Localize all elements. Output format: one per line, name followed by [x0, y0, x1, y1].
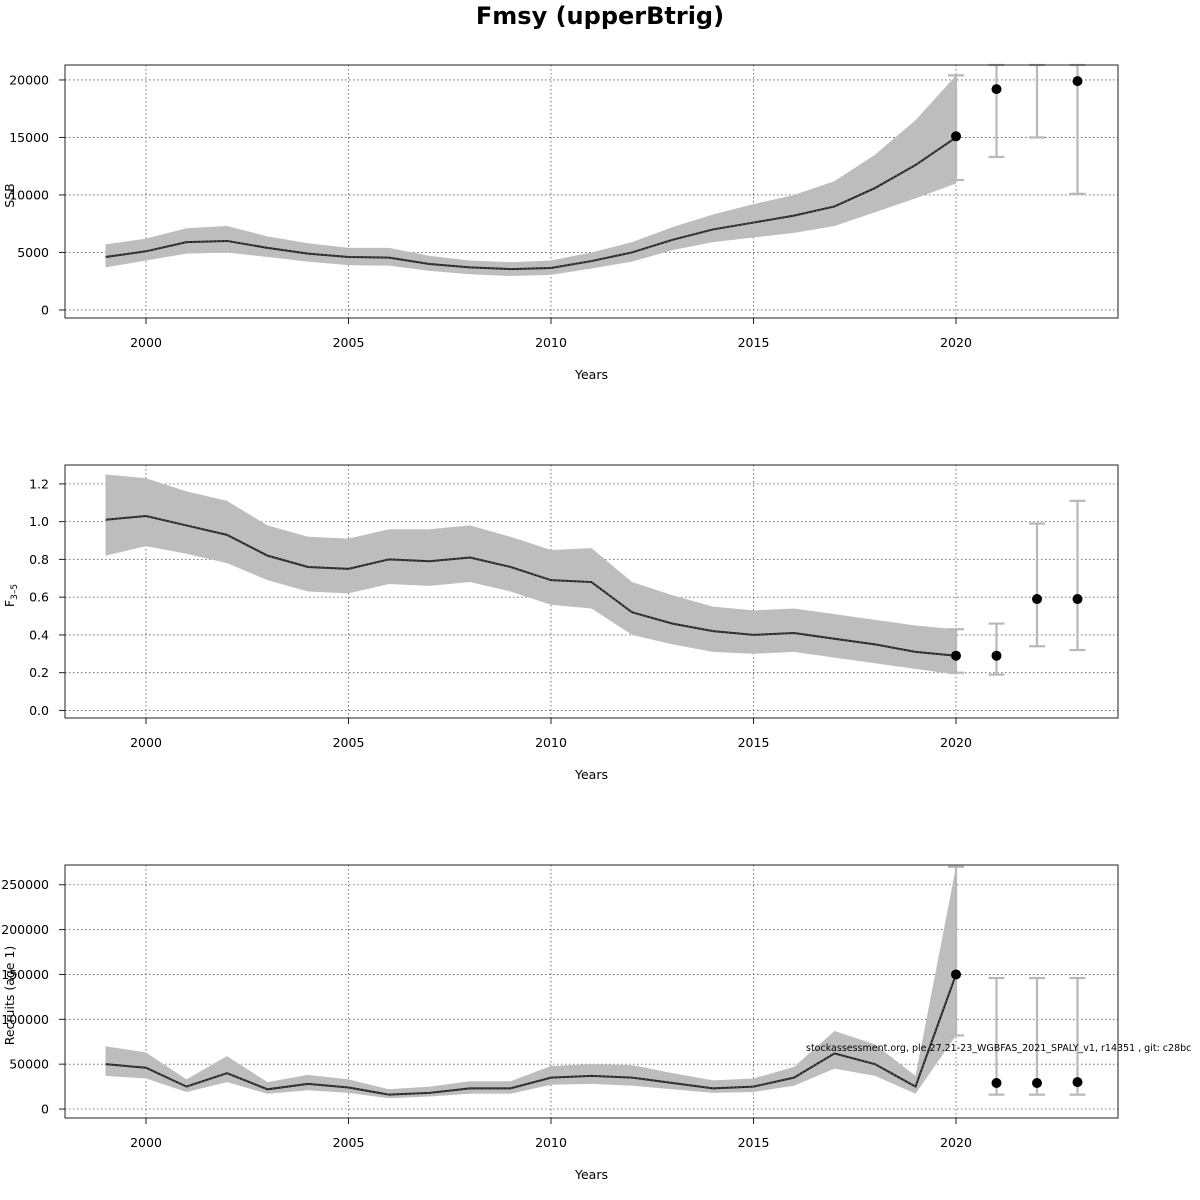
confidence-band — [105, 75, 956, 277]
x-tick-label: 2020 — [940, 735, 972, 750]
estimate-line-dashed — [105, 974, 957, 1096]
footnote: stockassessment.org, ple.27.21-23_WGBFAS… — [806, 1043, 1191, 1054]
forecast-point — [991, 650, 1002, 661]
forecast-point — [951, 131, 961, 142]
y-axis-label: F3–5 — [2, 584, 20, 607]
forecast-point — [991, 84, 1002, 95]
x-axis-label: Years — [574, 767, 608, 782]
panel-3: 2000 2005 2010 2015 2020 0 50000 100000 150000 20… — [1, 864, 1119, 1182]
y-tick-label: 200000 — [1, 922, 49, 937]
plot-frame — [64, 64, 1119, 319]
x-tick-label: 2015 — [738, 1135, 770, 1150]
y-tick-label: 50000 — [9, 1057, 49, 1072]
x-tick-label: 2000 — [130, 1135, 162, 1150]
y-tick-label: 250000 — [1, 877, 49, 892]
x-tick-label: 2010 — [535, 335, 567, 350]
forecast-point — [1032, 1078, 1042, 1089]
y-tick-label: 0.2 — [29, 665, 49, 680]
y-tick-label: 0 — [41, 302, 49, 317]
panel-2: 2000 2005 2010 2015 2020 0.0 0.2 0.4 0.6 0.8 1.0 1.… — [2, 464, 1119, 782]
forecast-point — [1072, 1077, 1083, 1088]
y-tick-label: 0.8 — [29, 552, 49, 567]
y-tick-label: 10000 — [9, 187, 49, 202]
forecast-point — [951, 650, 961, 661]
forecast-point — [991, 1078, 1002, 1089]
y-tick-label: 0.4 — [29, 627, 49, 642]
x-tick-label: 2010 — [535, 735, 567, 750]
plot-frame — [64, 464, 1119, 719]
y-tick-label: 5000 — [17, 245, 49, 260]
y-axis-label: Recruits (age 1) — [2, 946, 17, 1046]
estimate-line-dashed — [105, 515, 957, 657]
plot-frame — [64, 864, 1119, 1119]
y-tick-label: 15000 — [9, 130, 49, 145]
y-tick-label: 20000 — [9, 72, 49, 87]
chart-panels: 2000 2005 2010 2015 202005000100001500020000… — [1, 63, 1191, 1182]
y-tick-label: 0 — [41, 1102, 49, 1117]
confidence-band — [105, 866, 956, 1099]
forecast-point — [1072, 594, 1083, 605]
y-tick-label: 0.0 — [29, 703, 49, 718]
forecast-point — [951, 969, 961, 980]
forecast-point — [1072, 76, 1083, 87]
x-tick-label: 2020 — [940, 335, 972, 350]
x-tick-label: 2015 — [738, 335, 770, 350]
chart-title: Fmsy (upperBtrig) — [476, 2, 724, 30]
forecast-point — [1032, 594, 1042, 605]
x-tick-label: 2005 — [333, 735, 365, 750]
y-tick-label: 1.2 — [29, 476, 49, 491]
estimate-line-dashed — [105, 137, 957, 270]
y-tick-label: 150000 — [1, 967, 49, 982]
y-tick-label: 100000 — [1, 1012, 49, 1027]
panel-1: 2000 2005 2010 2015 2020 0 5000 10000 15000 20000… — [2, 63, 1119, 382]
x-tick-label: 2015 — [738, 735, 770, 750]
x-tick-label: 2005 — [333, 1135, 365, 1150]
y-axis-label: SSB — [2, 183, 17, 207]
x-axis-label: Years — [574, 367, 608, 382]
x-tick-label: 2000 — [130, 735, 162, 750]
x-tick-label: 2010 — [535, 1135, 567, 1150]
x-tick-label: 2005 — [333, 335, 365, 350]
x-tick-label: 2020 — [940, 1135, 972, 1150]
x-axis-label: Years — [574, 1167, 608, 1182]
y-tick-label: 1.0 — [29, 514, 49, 529]
x-tick-label: 2000 — [130, 335, 162, 350]
y-tick-label: 0.6 — [29, 590, 49, 605]
